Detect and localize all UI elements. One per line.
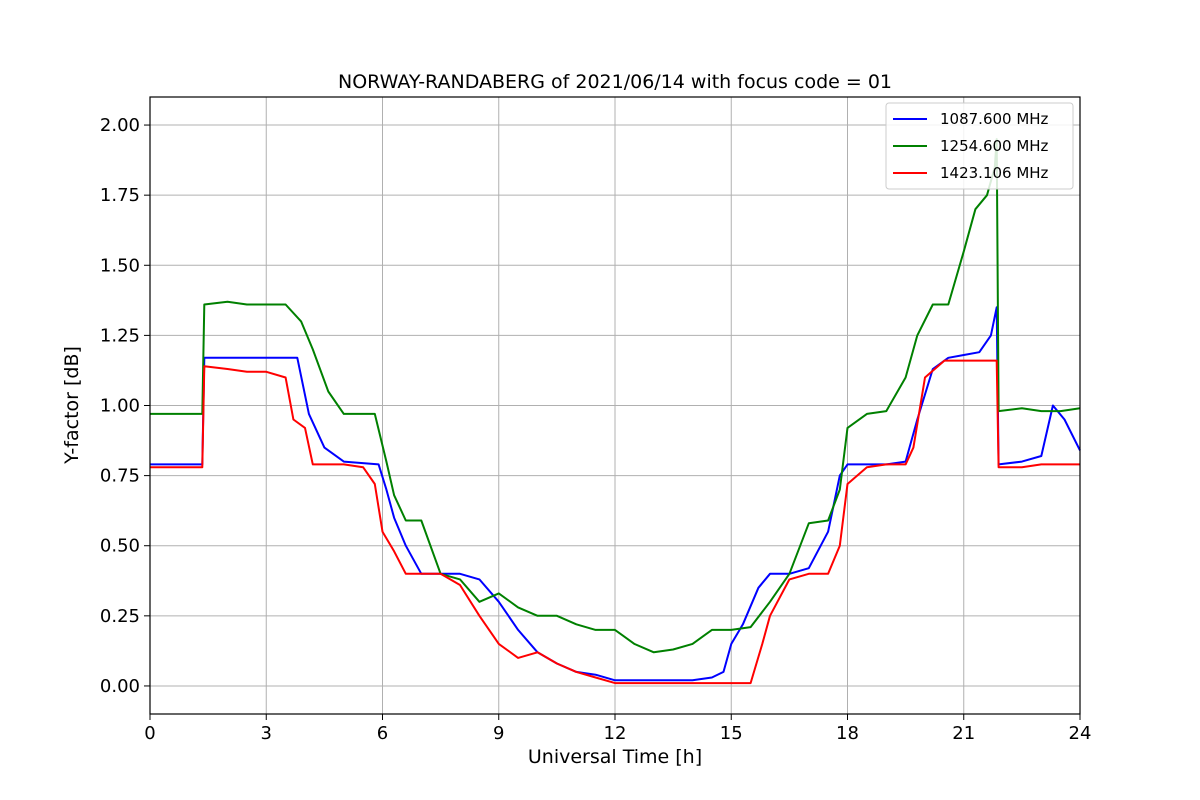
y-tick-label: 2.00 xyxy=(100,115,140,136)
x-tick-label: 3 xyxy=(261,723,272,744)
y-tick-label: 0.75 xyxy=(100,466,140,487)
series-line-2 xyxy=(150,138,1081,654)
x-tick-label: 24 xyxy=(1069,723,1092,744)
x-tick-label: 18 xyxy=(836,723,859,744)
y-tick-label: 0.50 xyxy=(100,536,140,557)
series-line-1 xyxy=(150,306,1081,682)
legend-label-2: 1254.600 MHz xyxy=(940,137,1049,155)
series-line-3 xyxy=(150,359,1080,685)
x-tick-label: 15 xyxy=(720,723,743,744)
y-tick-label: 1.25 xyxy=(100,325,140,346)
y-tick-label: 1.50 xyxy=(100,255,140,276)
legend-label-3: 1423.106 MHz xyxy=(940,164,1049,182)
legend: 1087.600 MHz 1254.600 MHz 1423.106 MHz xyxy=(885,102,1074,190)
legend-box xyxy=(885,102,1074,190)
y-tick-label: 1.00 xyxy=(100,396,140,417)
y-tick-label: 0.00 xyxy=(100,676,140,697)
y-tick-label: 1.75 xyxy=(100,185,140,206)
series-layer xyxy=(150,138,1081,685)
x-tick-label: 21 xyxy=(952,723,975,744)
x-tick-label: 0 xyxy=(144,723,155,744)
ticks: 0 3 6 9 12 15 18 21 24 0.00 0.25 0.50 0.75 1.00 1.25 1.… xyxy=(100,115,1092,744)
x-tick-label: 12 xyxy=(604,723,627,744)
legend-label-1: 1087.600 MHz xyxy=(940,110,1049,128)
y-tick-label: 0.25 xyxy=(100,606,140,627)
chart-title: NORWAY-RANDABERG of 2021/06/14 with focu… xyxy=(338,71,892,93)
y-axis-title: Y-factor [dB] xyxy=(61,346,83,465)
x-tick-label: 9 xyxy=(493,723,504,744)
x-axis-title: Universal Time [h] xyxy=(528,746,702,768)
x-tick-label: 6 xyxy=(377,723,388,744)
